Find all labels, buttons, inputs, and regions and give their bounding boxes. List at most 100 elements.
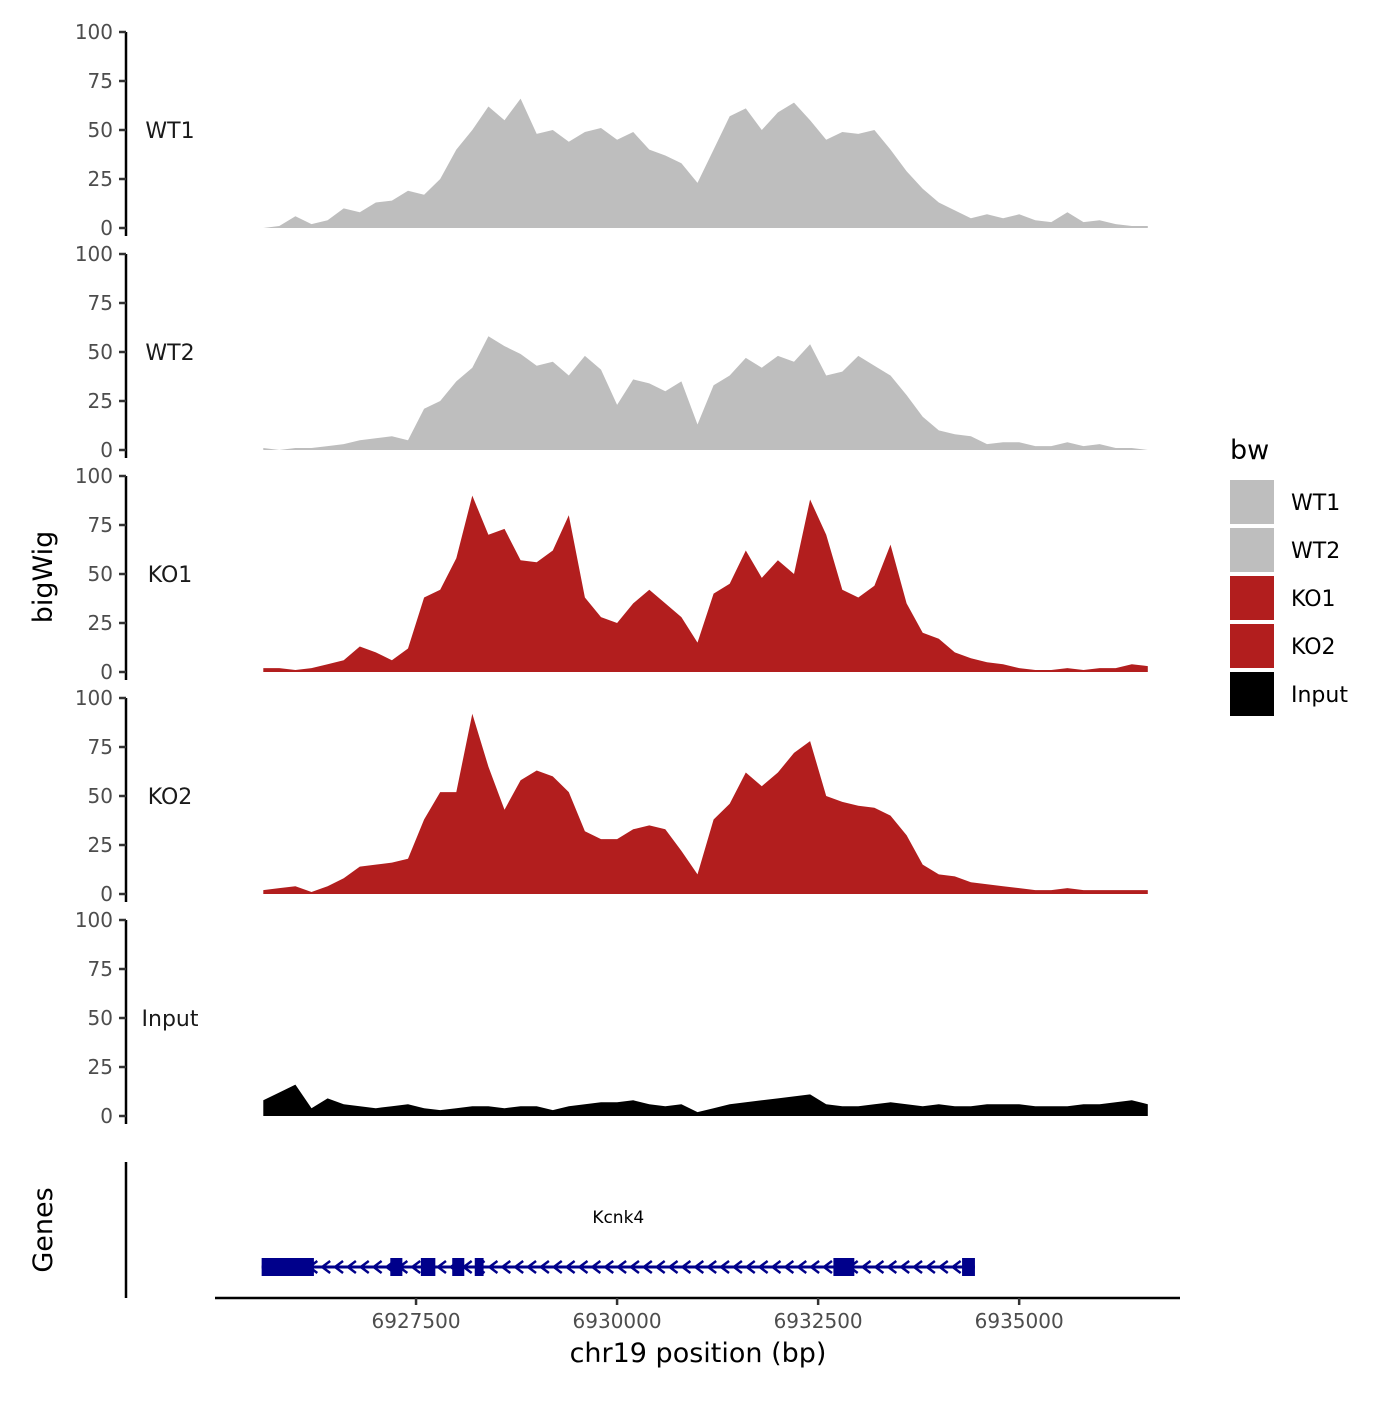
x-axis-title: chr19 position (bp) bbox=[570, 1338, 827, 1369]
track-label: KO2 bbox=[148, 785, 193, 810]
y-tick-label: 75 bbox=[88, 69, 113, 93]
gene-exon bbox=[962, 1258, 975, 1276]
legend-title: bw bbox=[1230, 435, 1269, 466]
y-tick-label: 50 bbox=[88, 340, 113, 364]
legend-swatch-ko1 bbox=[1230, 576, 1274, 620]
panel-input: 0 25 50 75 100 Input bbox=[75, 908, 1148, 1128]
strand-arrow bbox=[332, 1260, 344, 1274]
y-tick-label: 50 bbox=[88, 118, 113, 142]
strand-arrow bbox=[628, 1260, 640, 1274]
strand-arrow bbox=[603, 1260, 614, 1274]
x-tick-label: 6927500 bbox=[372, 1309, 461, 1333]
legend-label-wt2: WT2 bbox=[1291, 539, 1340, 564]
strand-arrow bbox=[371, 1260, 383, 1274]
strand-arrow bbox=[410, 1260, 421, 1274]
track-label: WT2 bbox=[145, 341, 194, 366]
y-tick-label: 50 bbox=[88, 1006, 113, 1030]
track-label: WT1 bbox=[145, 119, 194, 144]
y-axis-title: bigWig bbox=[28, 531, 59, 624]
y-tick-label: 50 bbox=[88, 562, 113, 586]
coverage-area-ko2 bbox=[263, 713, 1148, 894]
y-tick-label: 100 bbox=[75, 686, 113, 710]
track-label: KO1 bbox=[148, 563, 193, 588]
coverage-area-wt1 bbox=[263, 98, 1148, 228]
legend-label-input: Input bbox=[1291, 683, 1348, 708]
gene-exon bbox=[420, 1258, 436, 1276]
panel-wt2: 0 25 50 75 100 WT2 bbox=[75, 242, 1148, 462]
strand-arrow bbox=[564, 1260, 576, 1274]
y-tick-label: 75 bbox=[88, 513, 113, 537]
y-tick-label: 100 bbox=[75, 908, 113, 932]
strand-arrow bbox=[345, 1260, 357, 1274]
legend-label-wt1: WT1 bbox=[1291, 491, 1340, 516]
strand-arrow bbox=[770, 1260, 782, 1274]
y-tick-label: 75 bbox=[88, 957, 113, 981]
strand-arrow bbox=[924, 1260, 936, 1274]
y-tick-label: 25 bbox=[88, 389, 113, 413]
y-tick-label: 75 bbox=[88, 291, 113, 315]
strand-arrow bbox=[796, 1260, 807, 1274]
gene-exon bbox=[474, 1258, 484, 1276]
y-tick-label: 0 bbox=[100, 660, 113, 684]
strand-arrow bbox=[744, 1260, 756, 1274]
strand-arrow bbox=[487, 1260, 499, 1274]
coverage-area-ko1 bbox=[263, 495, 1148, 672]
y-tick-label: 0 bbox=[100, 438, 113, 462]
y-tick-label: 0 bbox=[100, 216, 113, 240]
legend-swatch-ko2 bbox=[1230, 624, 1274, 668]
strand-arrow bbox=[654, 1260, 666, 1274]
x-axis: 6927500 6930000 6932500 6935000 bbox=[215, 1296, 1180, 1333]
y-tick-label: 75 bbox=[88, 735, 113, 759]
strand-arrow bbox=[590, 1260, 602, 1274]
y-tick-label: 25 bbox=[88, 833, 113, 857]
legend-swatch-input bbox=[1230, 672, 1274, 716]
legend: bw WT1 WT2 KO1 KO2 Input bbox=[1230, 435, 1348, 716]
strand-arrow bbox=[641, 1260, 653, 1274]
y-tick-label: 25 bbox=[88, 611, 113, 635]
legend-label-ko2: KO2 bbox=[1291, 635, 1336, 660]
strand-arrow bbox=[513, 1260, 524, 1274]
strand-arrow bbox=[525, 1260, 537, 1274]
bigwig-panels: 0255075100WT10255075100WT20255075100KO10… bbox=[75, 20, 1148, 1128]
y-tick-label: 100 bbox=[75, 20, 113, 44]
strand-arrow bbox=[757, 1260, 769, 1274]
x-tick-label: 6932500 bbox=[774, 1309, 863, 1333]
strand-arrow bbox=[886, 1260, 898, 1274]
strand-arrow bbox=[320, 1260, 331, 1274]
coverage-area-input bbox=[263, 1084, 1148, 1116]
strand-arrow bbox=[873, 1260, 885, 1274]
strand-arrow bbox=[950, 1260, 962, 1274]
strand-arrow bbox=[860, 1260, 872, 1274]
strand-arrow bbox=[616, 1260, 627, 1274]
panel-ko1: 0 25 50 75 100 KO1 bbox=[75, 464, 1148, 684]
strand-arrow bbox=[706, 1260, 717, 1274]
strand-arrow bbox=[937, 1260, 949, 1274]
coverage-area-wt2 bbox=[263, 336, 1148, 450]
strand-arrow bbox=[538, 1260, 550, 1274]
y-tick-label: 50 bbox=[88, 784, 113, 808]
strand-arrow bbox=[899, 1260, 910, 1274]
strand-arrow bbox=[680, 1260, 692, 1274]
x-tick-label: 6930000 bbox=[573, 1309, 662, 1333]
legend-swatch-wt2 bbox=[1230, 528, 1274, 572]
strand-arrow bbox=[809, 1260, 820, 1274]
y-tick-label: 25 bbox=[88, 1055, 113, 1079]
legend-swatch-wt1 bbox=[1230, 480, 1274, 524]
strand-arrow bbox=[821, 1260, 833, 1274]
strand-arrow bbox=[731, 1260, 743, 1274]
legend-label-ko1: KO1 bbox=[1291, 587, 1336, 612]
strand-arrow bbox=[783, 1260, 795, 1274]
gene-name-label: Kcnk4 bbox=[592, 1208, 644, 1228]
strand-arrow bbox=[718, 1260, 730, 1274]
genes-track-title: Genes bbox=[28, 1187, 59, 1272]
gene-track: Kcnk4 bbox=[124, 1162, 975, 1298]
y-tick-label: 100 bbox=[75, 464, 113, 488]
y-tick-label: 0 bbox=[100, 882, 113, 906]
strand-arrow bbox=[911, 1260, 923, 1274]
y-tick-label: 25 bbox=[88, 167, 113, 191]
x-tick-label: 6935000 bbox=[975, 1309, 1064, 1333]
gene-exon bbox=[452, 1258, 465, 1276]
gene-exon bbox=[261, 1258, 314, 1276]
